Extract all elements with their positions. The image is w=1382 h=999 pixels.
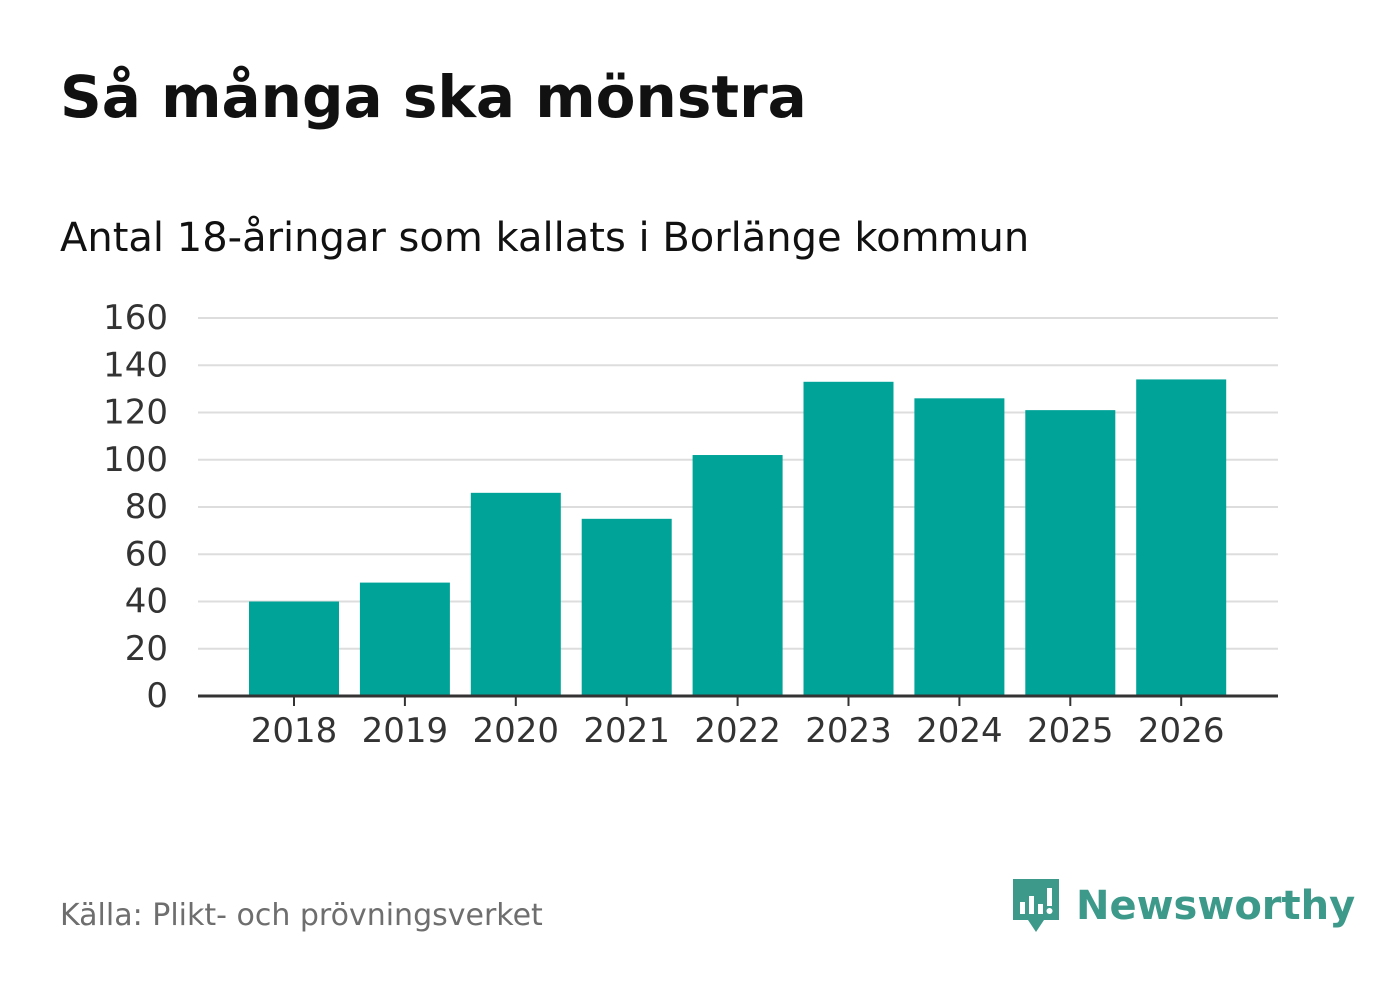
bars <box>249 379 1227 696</box>
bar-2018 <box>249 601 339 696</box>
x-tick-label: 2018 <box>251 711 338 751</box>
x-tick-label: 2025 <box>1027 711 1114 751</box>
y-tick-label: 20 <box>125 629 168 669</box>
chart-subtitle: Antal 18-åringar som kallats i Borlänge … <box>60 215 1030 261</box>
brand-name: Newsworthy <box>1076 883 1356 929</box>
x-tick-label: 2022 <box>694 711 781 751</box>
source-note: Källa: Plikt- och prövningsverket <box>60 898 543 933</box>
bar-2024 <box>914 398 1005 696</box>
chart-title: Så många ska mönstra <box>60 63 807 131</box>
bar-2025 <box>1025 410 1116 696</box>
y-tick-label: 0 <box>146 676 168 716</box>
bar-2021 <box>581 518 672 696</box>
y-tick-label: 160 <box>103 298 168 338</box>
x-axis-ticks: 2018 2019 2020 2021 2022 2023 2024 2025 2026 <box>251 696 1225 751</box>
x-tick-label: 2023 <box>805 711 892 751</box>
bar-2023 <box>803 381 894 696</box>
y-tick-label: 140 <box>103 345 168 385</box>
y-tick-label: 40 <box>125 582 168 622</box>
brand-logo[interactable]: Newsworthy <box>1010 876 1355 936</box>
y-tick-label: 60 <box>125 534 168 574</box>
x-tick-label: 2024 <box>916 711 1003 751</box>
y-axis-ticks: 0 20 40 60 80 100 120 140 160 <box>103 298 168 716</box>
x-tick-label: 2019 <box>362 711 449 751</box>
newsworthy-logo-icon <box>1013 879 1059 932</box>
x-tick-label: 2021 <box>583 711 670 751</box>
bar-2020 <box>470 492 561 696</box>
x-tick-label: 2020 <box>473 711 560 751</box>
bar-2019 <box>359 582 450 696</box>
y-tick-label: 80 <box>125 487 168 527</box>
y-tick-label: 100 <box>103 440 168 480</box>
y-tick-label: 120 <box>103 393 168 433</box>
bar-2026 <box>1136 379 1227 696</box>
x-tick-label: 2026 <box>1138 711 1225 751</box>
bar-2022 <box>692 455 783 696</box>
